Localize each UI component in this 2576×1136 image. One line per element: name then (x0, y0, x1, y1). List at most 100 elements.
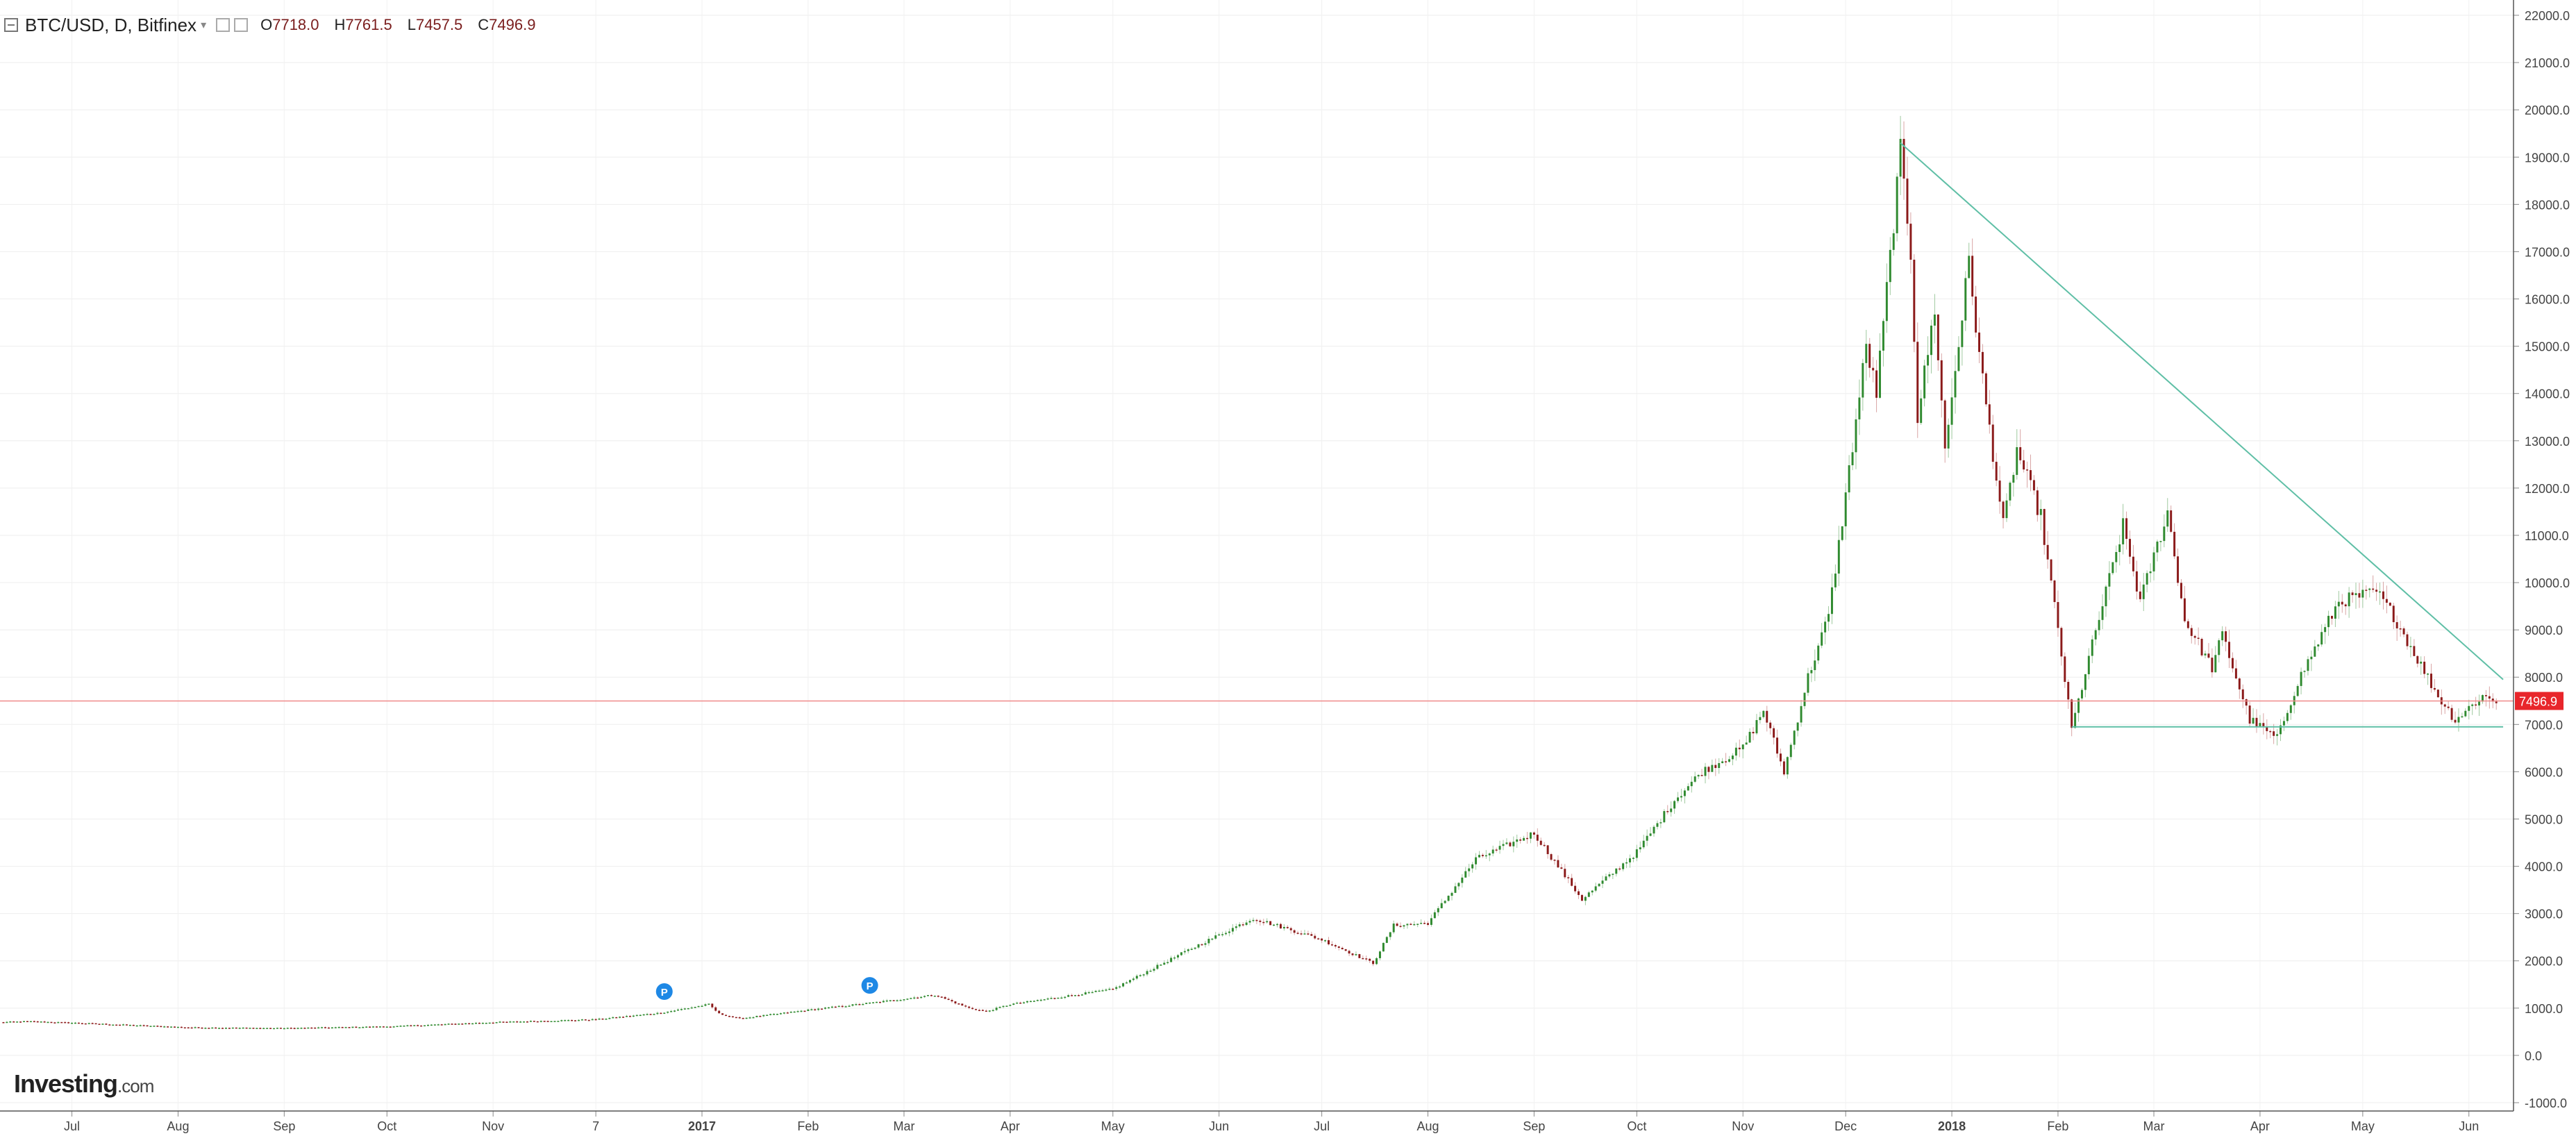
candle-body (1050, 998, 1053, 999)
candle-body (358, 1027, 361, 1028)
candle-body (167, 1026, 169, 1028)
x-tick-label: Aug (167, 1119, 189, 1133)
candle-body (2262, 723, 2265, 727)
candle-body (1909, 224, 1912, 260)
candle-body (2115, 552, 2118, 562)
candle-body (2221, 631, 2224, 641)
candle-body (139, 1025, 142, 1026)
candle-body (2111, 562, 2114, 574)
candle-body (2443, 704, 2446, 707)
y-tick-label: 20000.0 (2525, 103, 2570, 117)
candle-body (1728, 759, 1730, 762)
candle-body (1622, 863, 1625, 869)
candle-body (2101, 606, 2104, 620)
chevron-down-icon[interactable]: ▾ (201, 19, 207, 31)
candle-body (1837, 540, 1840, 574)
candle-body (2361, 590, 2364, 598)
ohlc-readout: O7718.0 H7761.5 L7457.5 C7496.9 (260, 16, 535, 34)
candle-body (869, 1002, 871, 1004)
candle-body (745, 1017, 748, 1019)
candle-body (1440, 903, 1443, 908)
candle-body (1351, 953, 1354, 955)
candle-body (1605, 876, 1607, 881)
candle-body (2358, 593, 2361, 598)
candle-body (2091, 639, 2093, 656)
candle-body (128, 1024, 131, 1026)
candle-body (1382, 942, 1385, 952)
x-tick-label: Nov (1732, 1119, 1754, 1133)
candle-body (1248, 921, 1251, 923)
candle-body (2392, 605, 2395, 622)
y-tick-label: 21000.0 (2525, 56, 2570, 70)
candle-body (399, 1026, 402, 1027)
candle-body (242, 1027, 244, 1029)
candle-body (1848, 465, 1850, 493)
candle-body (2002, 501, 2005, 519)
candle-body (2135, 571, 2138, 592)
investing-logo: Investing.com (14, 1069, 154, 1099)
candle-body (2170, 510, 2173, 532)
symbol-label[interactable]: BTC/USD, D, Bitfinex (25, 14, 197, 35)
x-tick-label: Apr (1001, 1119, 1020, 1133)
candle-body (978, 1010, 980, 1011)
candle-body (1399, 926, 1402, 927)
candle-body (1998, 481, 2001, 502)
candle-body (1348, 951, 1350, 954)
candle-body (725, 1014, 727, 1017)
candle-body (2180, 583, 2182, 599)
candle-body (1773, 728, 1775, 738)
candle-body (667, 1011, 669, 1013)
candle-body (290, 1028, 292, 1029)
candle-body (2395, 621, 2398, 628)
candle-body (2416, 655, 2419, 664)
candle-body (225, 1028, 227, 1029)
collapse-icon[interactable] (4, 18, 18, 32)
candle-body (1642, 840, 1645, 848)
candle-body (2433, 687, 2436, 690)
candle-body (2050, 559, 2052, 580)
candle-body (827, 1007, 830, 1009)
candle-body (1317, 938, 1320, 939)
candle-body (687, 1008, 689, 1010)
candle-body (2030, 470, 2032, 481)
candle-body (1406, 924, 1409, 926)
candle-body (899, 1000, 902, 1001)
candle-body (1468, 868, 1471, 871)
candle-body (1491, 849, 1494, 854)
candle-body (50, 1021, 53, 1024)
candle-body (1817, 645, 1820, 661)
candle-body (1752, 731, 1755, 734)
candle-body (1700, 775, 1703, 776)
candle-body (1241, 924, 1244, 926)
candle-body (1892, 233, 1895, 250)
candle-body (1023, 1002, 1026, 1004)
candle-body (1282, 926, 1285, 929)
ohlc-open: O7718.0 (260, 16, 319, 33)
candle-body (2009, 483, 2012, 501)
candle-body (1012, 1003, 1015, 1005)
candle-body (1516, 839, 1519, 842)
candle-body (2276, 734, 2279, 736)
candle-body (396, 1026, 399, 1028)
candle-body (1362, 958, 1364, 960)
chart-header: BTC/USD, D, Bitfinex ▾ O7718.0 H7761.5 L… (4, 10, 535, 40)
candle-body (738, 1017, 741, 1019)
candle-body (1539, 840, 1542, 845)
candle-body (23, 1021, 26, 1022)
candle-body (2406, 634, 2409, 646)
candle-body (1057, 997, 1060, 999)
candle-body (635, 1014, 638, 1017)
settings-icon[interactable] (216, 18, 231, 32)
candle-body (132, 1024, 135, 1026)
candle-body (1029, 1001, 1032, 1003)
candle-body (2375, 590, 2378, 592)
candle-body (1653, 826, 1655, 834)
candle-body (2152, 552, 2155, 571)
candle-body (2372, 588, 2375, 590)
candle-body (2320, 632, 2323, 645)
close-icon[interactable] (234, 18, 249, 32)
candle-body (40, 1021, 42, 1023)
candle-body (622, 1017, 625, 1018)
candle-body (331, 1027, 333, 1029)
